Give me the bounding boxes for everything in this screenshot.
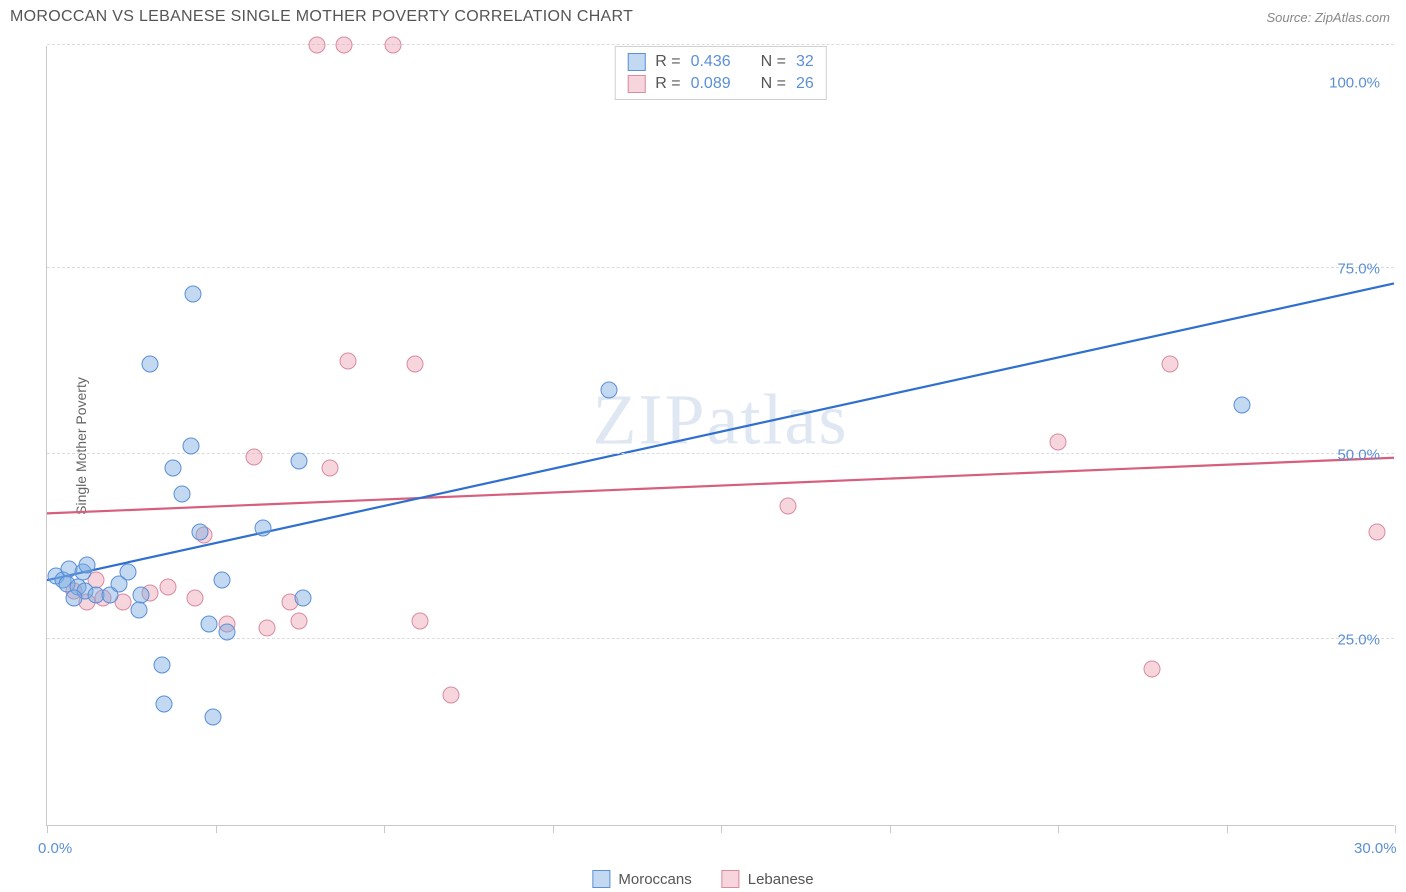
r-label: R = <box>655 53 680 71</box>
x-tick <box>1058 825 1059 833</box>
scatter-point-lebanese <box>780 497 797 514</box>
y-tick-label: 25.0% <box>1337 632 1380 649</box>
x-tick <box>553 825 554 833</box>
scatter-point-moroccans <box>214 571 231 588</box>
legend-row-lebanese: R = 0.089 N = 26 <box>627 73 814 95</box>
x-tick <box>1395 825 1396 833</box>
swatch-icon <box>627 53 645 71</box>
scatter-point-moroccans <box>142 356 159 373</box>
x-tick <box>890 825 891 833</box>
x-axis-end-label: 30.0% <box>1354 840 1397 857</box>
scatter-point-moroccans <box>295 590 312 607</box>
scatter-point-moroccans <box>205 709 222 726</box>
scatter-point-moroccans <box>155 695 172 712</box>
gridline <box>47 44 1394 45</box>
scatter-point-lebanese <box>259 620 276 637</box>
chart-source: Source: ZipAtlas.com <box>1266 10 1390 25</box>
gridline <box>47 638 1394 639</box>
gridline <box>47 267 1394 268</box>
n-label: N = <box>761 75 786 93</box>
scatter-point-lebanese <box>1369 523 1386 540</box>
scatter-point-lebanese <box>411 612 428 629</box>
y-tick-label: 50.0% <box>1337 446 1380 463</box>
y-tick-label: 75.0% <box>1337 260 1380 277</box>
source-prefix: Source: <box>1266 10 1314 25</box>
swatch-icon <box>627 75 645 93</box>
source-name: ZipAtlas.com <box>1315 10 1390 25</box>
x-tick <box>47 825 48 833</box>
scatter-point-lebanese <box>245 449 262 466</box>
scatter-point-lebanese <box>407 356 424 373</box>
scatter-point-lebanese <box>160 579 177 596</box>
scatter-point-lebanese <box>1144 661 1161 678</box>
scatter-point-moroccans <box>173 486 190 503</box>
y-tick-label: 100.0% <box>1329 75 1380 92</box>
scatter-point-moroccans <box>254 519 271 536</box>
scatter-point-moroccans <box>79 557 96 574</box>
scatter-point-lebanese <box>1050 434 1067 451</box>
scatter-point-moroccans <box>1234 397 1251 414</box>
scatter-point-moroccans <box>131 601 148 618</box>
scatter-point-moroccans <box>200 616 217 633</box>
scatter-point-moroccans <box>185 285 202 302</box>
scatter-point-lebanese <box>322 460 339 477</box>
trend-line-lebanese <box>47 458 1394 514</box>
n-value: 26 <box>796 75 814 93</box>
scatter-point-moroccans <box>65 590 82 607</box>
chart-title: MOROCCAN VS LEBANESE SINGLE MOTHER POVER… <box>10 8 633 26</box>
series-legend: Moroccans Lebanese <box>592 870 813 888</box>
n-value: 32 <box>796 53 814 71</box>
scatter-point-lebanese <box>335 37 352 54</box>
scatter-point-moroccans <box>182 438 199 455</box>
scatter-point-lebanese <box>384 37 401 54</box>
r-value: 0.089 <box>691 75 731 93</box>
r-value: 0.436 <box>691 53 731 71</box>
trend-lines-svg <box>47 46 1394 825</box>
scatter-point-moroccans <box>164 460 181 477</box>
x-tick <box>1227 825 1228 833</box>
scatter-point-lebanese <box>308 37 325 54</box>
chart-header: MOROCCAN VS LEBANESE SINGLE MOTHER POVER… <box>0 0 1406 30</box>
scatter-point-lebanese <box>443 687 460 704</box>
legend-label: Moroccans <box>618 871 691 888</box>
scatter-plot-area: ZIPatlas R = 0.436 N = 32 R = 0.089 N = … <box>46 46 1394 826</box>
scatter-point-moroccans <box>153 657 170 674</box>
scatter-point-moroccans <box>218 623 235 640</box>
x-axis-start-label: 0.0% <box>38 840 72 857</box>
scatter-point-moroccans <box>119 564 136 581</box>
x-tick <box>384 825 385 833</box>
swatch-icon <box>722 870 740 888</box>
scatter-point-moroccans <box>191 523 208 540</box>
correlation-legend: R = 0.436 N = 32 R = 0.089 N = 26 <box>614 46 827 100</box>
x-tick <box>216 825 217 833</box>
legend-item-lebanese: Lebanese <box>722 870 814 888</box>
scatter-point-moroccans <box>290 453 307 470</box>
scatter-point-lebanese <box>340 352 357 369</box>
legend-item-moroccans: Moroccans <box>592 870 691 888</box>
scatter-point-lebanese <box>187 590 204 607</box>
x-tick <box>721 825 722 833</box>
scatter-point-lebanese <box>290 612 307 629</box>
scatter-point-lebanese <box>1162 356 1179 373</box>
legend-row-moroccans: R = 0.436 N = 32 <box>627 51 814 73</box>
n-label: N = <box>761 53 786 71</box>
trend-line-moroccans <box>47 283 1394 580</box>
r-label: R = <box>655 75 680 93</box>
legend-label: Lebanese <box>748 871 814 888</box>
scatter-point-moroccans <box>600 382 617 399</box>
swatch-icon <box>592 870 610 888</box>
